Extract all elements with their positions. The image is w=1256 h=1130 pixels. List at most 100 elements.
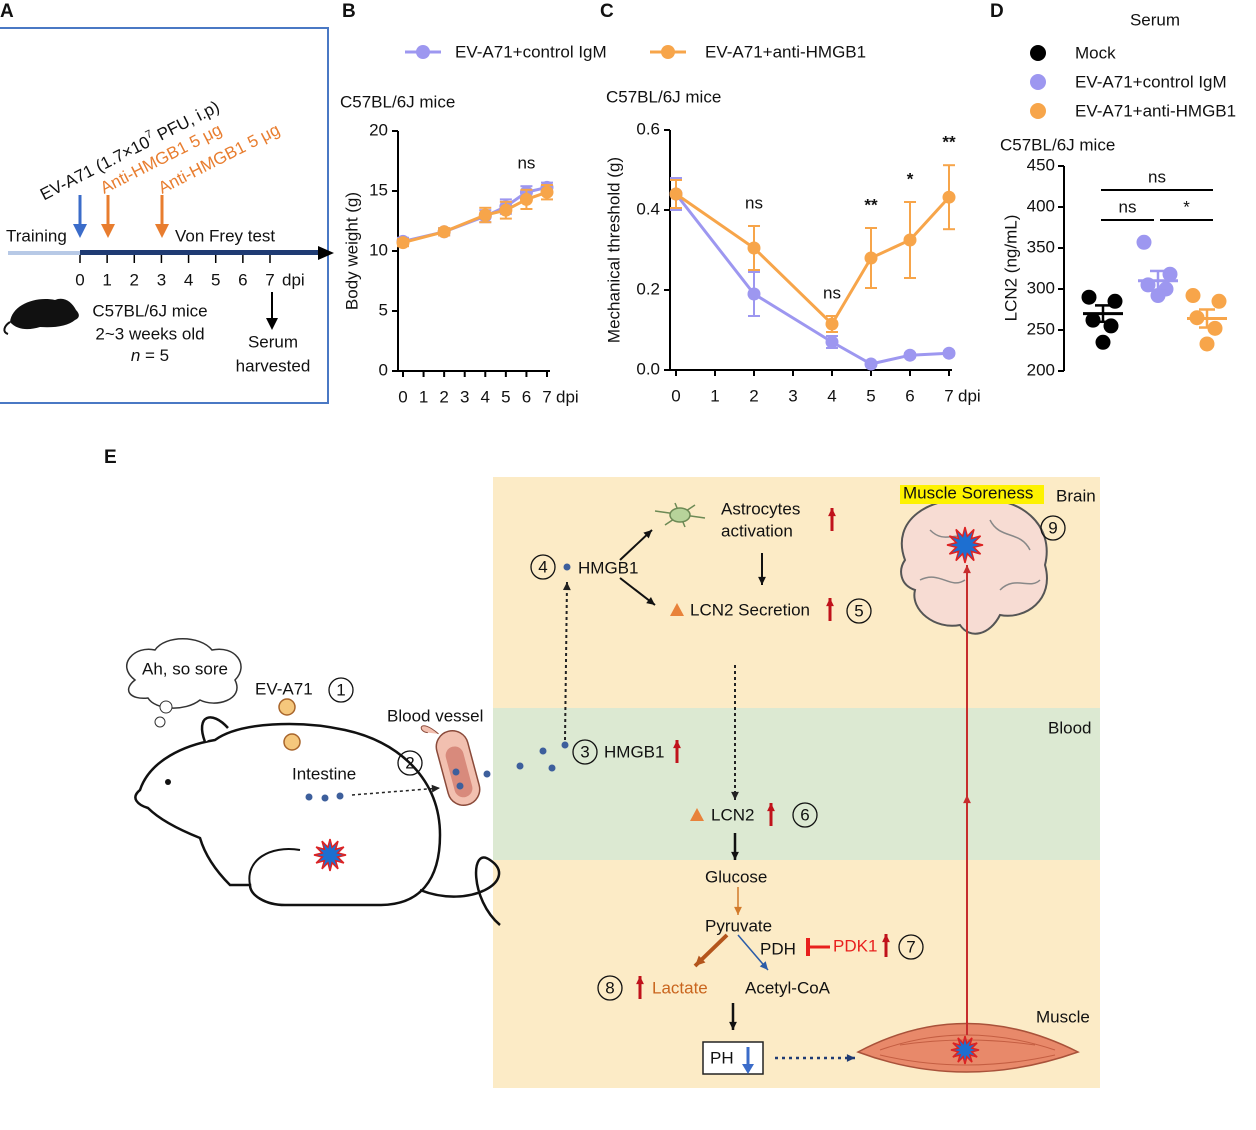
step-number: 4 <box>538 557 547 576</box>
significance-label: * <box>1183 197 1190 216</box>
pain-star <box>313 838 347 872</box>
legend-marker <box>1030 74 1046 90</box>
step-circle <box>898 934 924 960</box>
point <box>1199 336 1215 352</box>
hmgb1-dot <box>456 782 464 790</box>
marker <box>825 335 839 349</box>
unit-label: dpi <box>282 270 305 289</box>
hmgb1-dot <box>452 768 460 776</box>
y-tick-label: 350 <box>1027 237 1055 256</box>
virus-label: EV-A71 <box>255 679 313 698</box>
tick-label: 3 <box>157 270 166 289</box>
marker <box>540 185 554 199</box>
panel-label: E <box>104 447 117 468</box>
x-unit: dpi <box>556 387 579 406</box>
chart-title: C57BL/6J mice <box>606 87 721 106</box>
marker <box>396 236 410 250</box>
point <box>1085 312 1101 328</box>
pathway-diagram <box>126 485 1080 1075</box>
astrocyte-label: activation <box>721 521 793 540</box>
marker <box>519 192 533 206</box>
arrow-head <box>695 955 706 966</box>
step-circle <box>328 677 354 703</box>
hmgb1-dot <box>561 741 569 749</box>
marker <box>499 203 513 217</box>
legend-marker <box>661 45 675 59</box>
arrow-head <box>731 791 739 800</box>
y-tick-label: 0.4 <box>636 199 660 218</box>
x-tick-label: 0 <box>398 387 407 406</box>
arrow <box>564 581 568 741</box>
step-circle <box>1040 515 1066 541</box>
y-tick-label: 15 <box>369 180 388 199</box>
step-circle <box>597 975 623 1001</box>
pyruvate-label: Pyruvate <box>705 916 772 935</box>
arrow-head <box>734 906 742 915</box>
highlight-label: Muscle Soreness <box>903 483 1033 502</box>
y-tick-label: 400 <box>1027 196 1055 215</box>
pain-star <box>946 526 984 564</box>
tick-label: 0 <box>75 270 84 289</box>
y-tick-label: 0 <box>379 360 388 379</box>
step-number: 8 <box>605 978 614 997</box>
significance-label: ** <box>864 195 878 214</box>
panel-label: C <box>600 1 614 22</box>
glucose-label: Glucose <box>705 867 767 886</box>
x-tick-label: 6 <box>522 387 531 406</box>
age-label: 2~3 weeks old <box>95 324 204 343</box>
x-unit: dpi <box>958 386 981 405</box>
marker <box>942 346 956 360</box>
legend-label: EV-A71+control IgM <box>1075 72 1227 91</box>
y-axis-label: Body weight (g) <box>342 192 361 310</box>
chart-subtitle: C57BL/6J mice <box>1000 135 1115 154</box>
y-tick-label: 200 <box>1027 360 1055 379</box>
x-tick-label: 3 <box>788 386 797 405</box>
step-number: 2 <box>405 753 414 772</box>
significance-label: ns <box>823 283 841 302</box>
chart-title: C57BL/6J mice <box>340 92 455 111</box>
arrow-head <box>846 1054 855 1062</box>
arrow-head <box>646 596 655 605</box>
lcn2-marker <box>670 603 684 616</box>
significance-label: * <box>907 169 914 188</box>
step-number: 3 <box>580 742 589 761</box>
arrow-head <box>963 565 971 574</box>
y-axis-label: Mechanical threshold (g) <box>604 157 623 343</box>
x-tick-label: 0 <box>671 386 680 405</box>
significance-label: ns <box>517 154 535 173</box>
legend-label: EV-A71+control IgM <box>455 42 607 61</box>
chart-title: Serum <box>1130 10 1180 29</box>
tick-label: 5 <box>211 270 220 289</box>
lcn2-secretion-label: LCN2 Secretion <box>690 600 810 619</box>
arrow-head <box>758 576 766 585</box>
y-tick-label: 20 <box>369 120 388 139</box>
arrow-head <box>729 1021 737 1030</box>
hmgb1-dot <box>305 793 313 801</box>
region-label: Muscle <box>1036 1007 1090 1026</box>
pain-star <box>950 1035 980 1065</box>
step-number: 1 <box>336 680 345 699</box>
marker <box>903 233 917 247</box>
tick-label: 7 <box>265 270 274 289</box>
step-circle <box>397 750 423 776</box>
arrow-head <box>742 1064 754 1074</box>
arrow-head <box>963 795 971 804</box>
point <box>1211 293 1227 309</box>
timeline-ticks: 0 1 2 3 4 5 6 7 dpi <box>75 255 305 289</box>
tick-label: 2 <box>130 270 139 289</box>
serum-label: harvested <box>236 356 311 375</box>
tick-label: 1 <box>102 270 111 289</box>
point <box>1095 334 1111 350</box>
text: n <box>131 346 140 365</box>
marker <box>864 251 878 265</box>
region-label: Blood <box>1048 718 1091 737</box>
point <box>1136 234 1152 250</box>
y-tick-label: 0.0 <box>636 359 660 378</box>
timeline-label: Training <box>6 226 67 245</box>
timeline-label: Von Frey test <box>175 226 275 245</box>
legend-marker <box>1030 45 1046 61</box>
x-tick-label: 7 <box>542 387 551 406</box>
hmgb1-dot <box>516 762 524 770</box>
y-tick-label: 0.2 <box>636 279 660 298</box>
